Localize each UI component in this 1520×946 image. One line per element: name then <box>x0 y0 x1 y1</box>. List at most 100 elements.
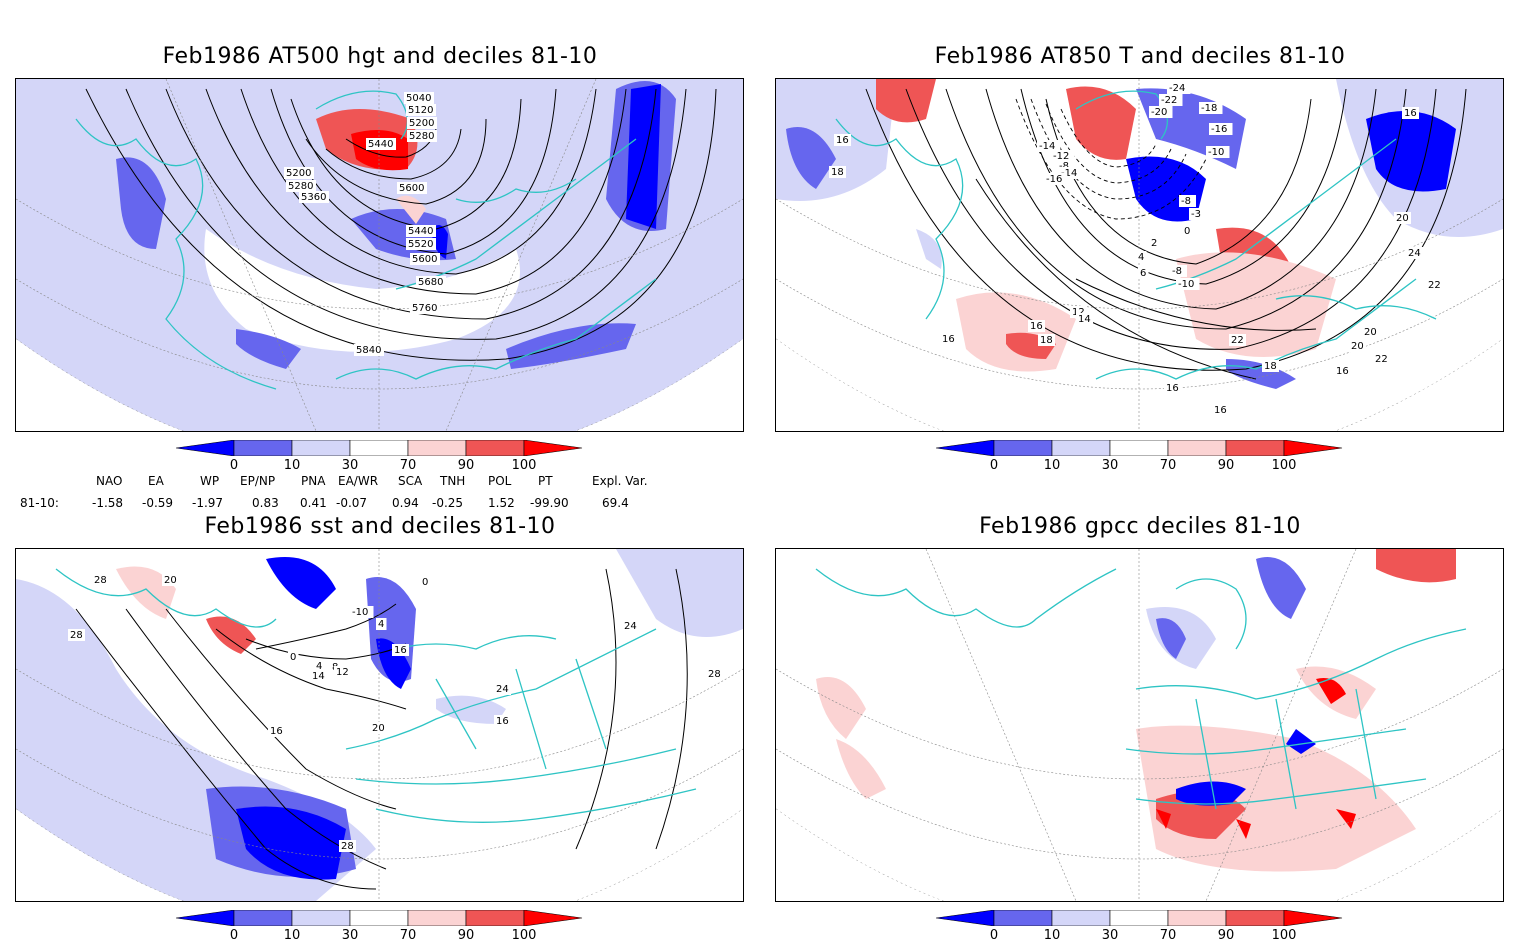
colorbar-arrow-low <box>936 440 995 456</box>
contour-label: 5600 <box>412 254 437 265</box>
index-value: -99.90 <box>530 496 569 510</box>
contour-label-bg <box>299 191 329 203</box>
contour-label-bg <box>1373 353 1390 365</box>
contour-label: 5440 <box>368 139 393 150</box>
colorbar-segment-30-70 <box>1109 440 1169 456</box>
colorbar-segment-90-100 <box>465 910 525 926</box>
contour-label: 5440 <box>408 226 433 237</box>
colorbar-arrow-high <box>523 440 583 456</box>
contour-label-bg <box>410 302 440 314</box>
contour-label: -18 <box>1201 103 1217 114</box>
contour-label-bg <box>1076 313 1093 325</box>
contour-label: 5280 <box>288 181 313 192</box>
index-value: 0.83 <box>252 496 279 510</box>
colorbar-tick-label: 0 <box>989 928 999 943</box>
contour-label-bg <box>350 606 374 618</box>
contour-label: -20 <box>1151 107 1167 118</box>
contour-label-bg <box>829 166 846 178</box>
contour-label-bg <box>1406 247 1423 259</box>
panel-title-sst: Feb1986 sst and deciles 81-10 <box>204 514 556 539</box>
contour-label-bg <box>1426 279 1443 291</box>
contour-label-bg <box>407 117 437 129</box>
index-header: EA/WR <box>338 474 379 488</box>
colorbar-hgt: 0 10 30 70 90 100 <box>176 440 586 476</box>
contour-label-bg <box>706 668 723 680</box>
index-header: EP/NP <box>240 474 276 488</box>
contour-label: -8 <box>1172 266 1182 277</box>
contour-label-bg <box>407 130 437 142</box>
contour-label: 28 <box>94 575 107 586</box>
contour-label: 6 <box>1140 268 1146 279</box>
index-value: -0.25 <box>432 496 464 510</box>
contour-label-bg <box>310 670 327 682</box>
contour-label: 12 <box>336 667 349 678</box>
contour-label: -24 <box>1169 83 1185 94</box>
colorbar-segment-10-30 <box>291 910 351 926</box>
index-value: 1.52 <box>488 496 515 510</box>
contour-label-bg <box>1362 326 1379 338</box>
contour-label-bg <box>1170 265 1187 277</box>
contour-label-bg <box>406 238 436 250</box>
contour-label-bg <box>1038 334 1055 346</box>
index-header: PT <box>538 474 553 488</box>
colorbar-segment-70-90 <box>1167 440 1227 456</box>
colorbar-tick-label: 70 <box>399 928 417 943</box>
contour-label-bg <box>410 253 440 265</box>
contour-label-bg <box>1149 237 1160 249</box>
contour-label-bg <box>354 344 384 356</box>
contour-label: 5120 <box>408 105 433 116</box>
colorbar-segment-0-10 <box>233 440 293 456</box>
contour-label-bg <box>1349 340 1366 352</box>
colorbar-tick-label: 100 <box>1271 928 1297 943</box>
colorbar-tick-label: 0 <box>989 458 999 473</box>
contour-label: 28 <box>70 630 83 641</box>
colorbar-tick-label: 100 <box>1271 458 1297 473</box>
contour-label-bg <box>1199 102 1223 114</box>
colorbar-segment-70-90 <box>407 440 467 456</box>
index-value: -1.97 <box>192 496 224 510</box>
colorbar-segment-10-30 <box>1051 440 1111 456</box>
colorbar-tick-label: 30 <box>1101 458 1119 473</box>
contour-label-bg <box>1051 150 1075 162</box>
colorbar-tick-label: 10 <box>1043 928 1061 943</box>
contour-label-bg <box>622 620 639 632</box>
contour-label: 18 <box>1264 361 1277 372</box>
map-gpcc <box>775 548 1504 902</box>
contour-label: 28 <box>708 669 721 680</box>
contour-label-bg <box>1136 251 1147 263</box>
panel-title-gpcc: Feb1986 gpcc deciles 81-10 <box>979 514 1301 539</box>
contour-label-bg <box>1206 146 1230 158</box>
contour-label-bg <box>370 722 387 734</box>
contour-label-bg <box>284 167 314 179</box>
contour-label: -8 <box>1059 161 1069 172</box>
panel-title-t850: Feb1986 AT850 T and deciles 81-10 <box>934 44 1346 69</box>
index-value: -0.07 <box>336 496 368 510</box>
contour-label-bg <box>286 180 316 192</box>
contour-label-bg <box>1212 404 1229 416</box>
contour-label: -12 <box>1053 151 1069 162</box>
colorbar-tick-label: 30 <box>1101 928 1119 943</box>
contour-label: 5520 <box>408 239 433 250</box>
contour-label-bg <box>1229 334 1246 346</box>
contour-label: 5200 <box>286 168 311 179</box>
contour-label: 20 <box>1351 341 1364 352</box>
colorbar-segment-0-10 <box>993 910 1053 926</box>
contour-label: 18 <box>1040 335 1053 346</box>
contour-label: 20 <box>1364 327 1377 338</box>
colorbar-segment-10-30 <box>1051 910 1111 926</box>
colorbar-segment-30-70 <box>349 440 409 456</box>
contour-label: 0 <box>290 652 296 663</box>
colorbar-segment-90-100 <box>1225 440 1285 456</box>
contour-label: 5760 <box>412 303 437 314</box>
contour-label: 14 <box>1078 314 1091 325</box>
contour-label: 16 <box>270 726 283 737</box>
colorbar-segment-90-100 <box>465 440 525 456</box>
contour-label-bg <box>68 629 85 641</box>
contour-label-bg <box>366 138 396 150</box>
contour-label: -16 <box>1046 174 1062 185</box>
contour-label-bg <box>92 574 109 586</box>
contour-label: 2 <box>1151 238 1157 249</box>
index-header: NAO <box>96 474 123 488</box>
contour-label: 16 <box>1336 366 1349 377</box>
contour-label-bg <box>940 333 957 345</box>
